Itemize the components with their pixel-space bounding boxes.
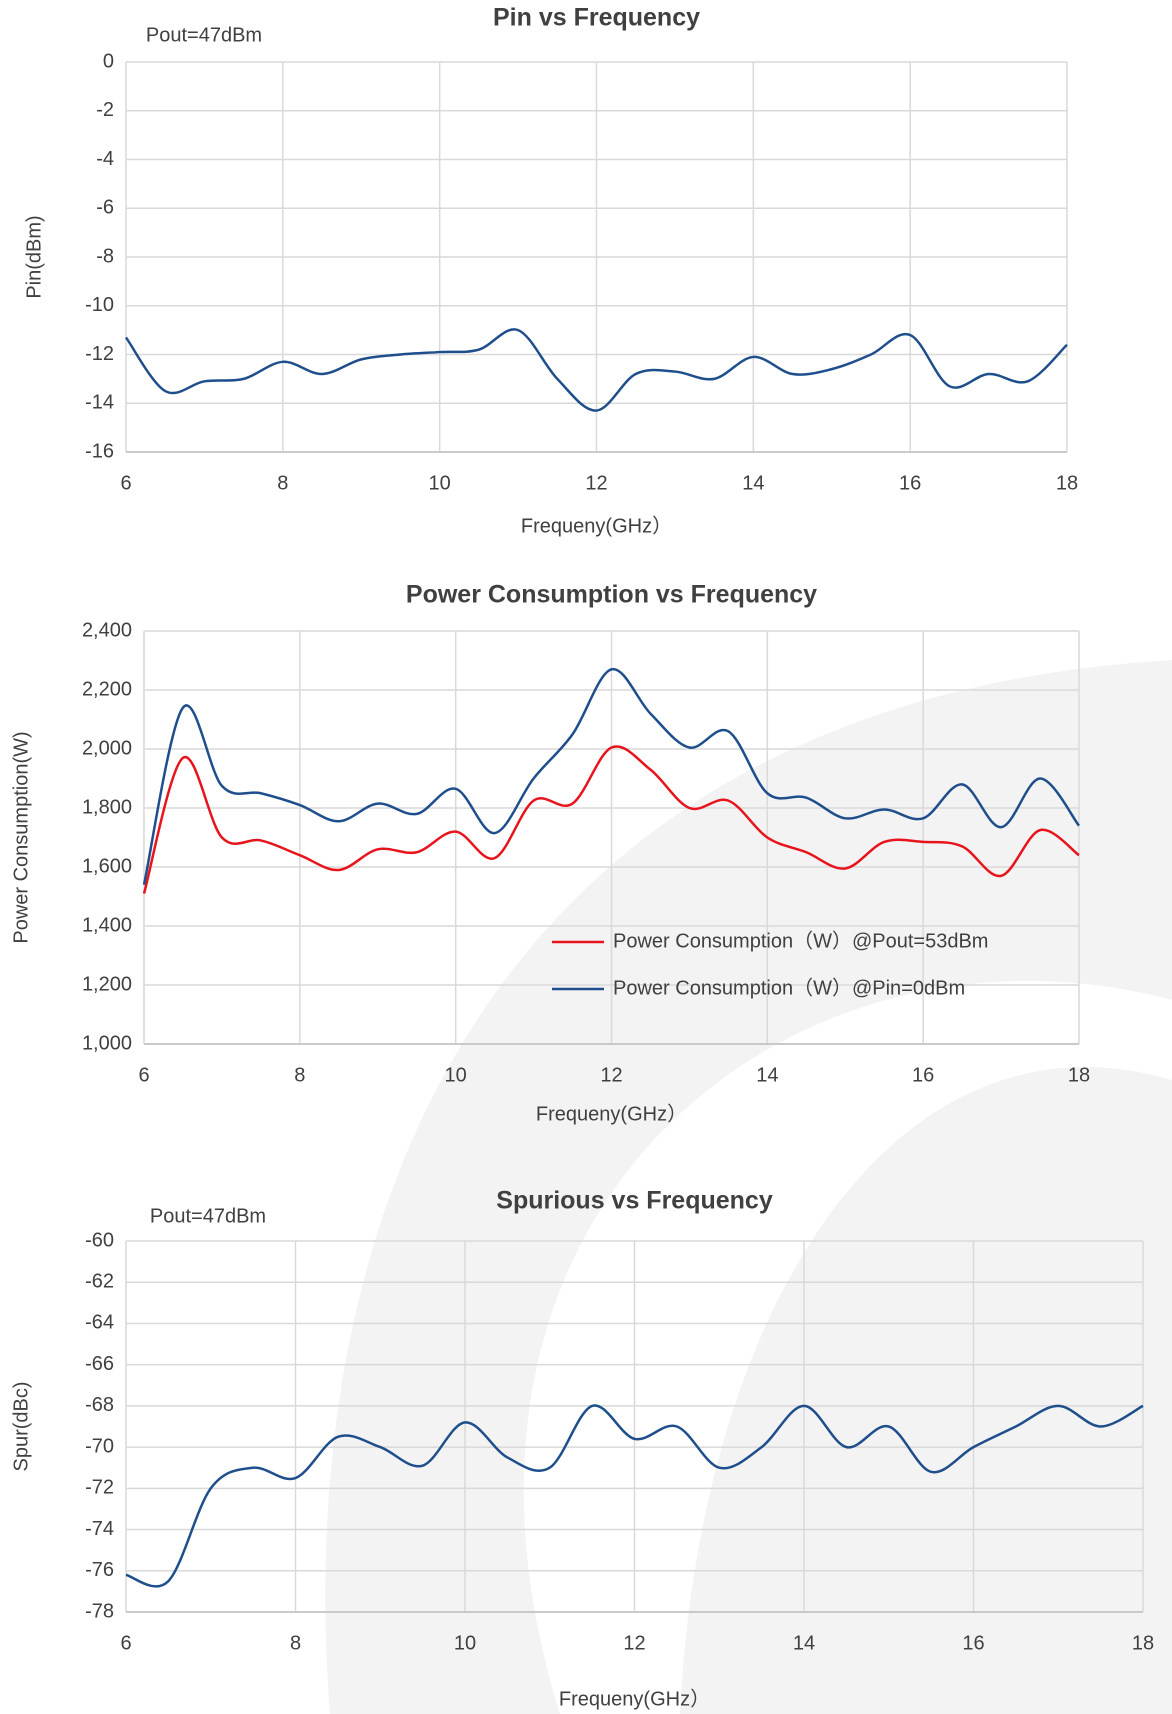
x-tick-label: 12 <box>585 472 607 494</box>
y-tick-label: -78 <box>85 1600 114 1622</box>
y-tick-label: -76 <box>85 1559 114 1581</box>
y-tick-label: -16 <box>85 440 114 462</box>
x-tick-label: 8 <box>294 1064 305 1086</box>
x-tick-label: 10 <box>454 1632 476 1654</box>
chart-title: Spurious vs Frequency <box>496 1187 773 1215</box>
legend-label: Power Consumption（W）@Pout=53dBm <box>613 929 988 952</box>
y-tick-label: -12 <box>85 343 114 365</box>
x-tick-label: 18 <box>1068 1064 1090 1086</box>
y-tick-label: 2,200 <box>82 678 132 700</box>
y-tick-label: -14 <box>85 392 114 414</box>
y-axis-label: Spur(dBc) <box>10 1381 32 1471</box>
y-tick-label: -68 <box>85 1394 114 1416</box>
y-tick-label: -62 <box>85 1271 114 1293</box>
y-tick-label: 1,200 <box>82 973 132 995</box>
watermark <box>680 1067 1172 1714</box>
x-tick-label: 6 <box>138 1064 149 1086</box>
x-tick-label: 16 <box>899 472 921 494</box>
y-tick-label: -60 <box>85 1229 114 1251</box>
x-tick-label: 12 <box>623 1632 645 1654</box>
x-axis-label: Frequeny(GHz） <box>536 1102 687 1125</box>
y-tick-label: -70 <box>85 1435 114 1457</box>
annotation: Pout=47dBm <box>146 24 262 46</box>
page: Pin vs Frequency Pout=47dBm Frequeny(GHz） P… <box>0 0 1172 1714</box>
x-axis-label: Frequeny(GHz） <box>559 1687 710 1710</box>
x-tick-label: 12 <box>600 1064 622 1086</box>
legend-label: Power Consumption（W）@Pin=0dBm <box>613 976 965 999</box>
x-tick-label: 6 <box>120 472 131 494</box>
x-axis-label: Frequeny(GHz） <box>521 514 672 537</box>
x-tick-label: 10 <box>429 472 451 494</box>
y-tick-label: 1,400 <box>82 914 132 936</box>
x-tick-label: 8 <box>277 472 288 494</box>
y-tick-label: 2,000 <box>82 737 132 759</box>
y-tick-label: -6 <box>96 197 114 219</box>
x-tick-label: 14 <box>742 472 764 494</box>
y-tick-label: -2 <box>96 99 114 121</box>
x-tick-label: 6 <box>120 1632 131 1654</box>
x-tick-label: 14 <box>793 1632 815 1654</box>
x-tick-label: 18 <box>1056 472 1078 494</box>
x-tick-label: 16 <box>912 1064 934 1086</box>
annotation: Pout=47dBm <box>150 1205 266 1227</box>
y-tick-label: -10 <box>85 294 114 316</box>
y-axis-label: Power Consumption(W) <box>10 731 32 943</box>
y-tick-label: -66 <box>85 1353 114 1375</box>
y-tick-label: -4 <box>96 148 114 170</box>
x-tick-label: 18 <box>1132 1632 1154 1654</box>
chart-title: Power Consumption vs Frequency <box>406 581 817 609</box>
y-tick-label: -74 <box>85 1518 114 1540</box>
chart-title: Pin vs Frequency <box>493 4 700 32</box>
y-tick-label: 1,000 <box>82 1032 132 1054</box>
y-tick-label: 2,400 <box>82 619 132 641</box>
y-tick-label: -8 <box>96 245 114 267</box>
x-tick-label: 16 <box>962 1632 984 1654</box>
x-tick-label: 8 <box>290 1632 301 1654</box>
y-tick-label: 1,800 <box>82 796 132 818</box>
y-tick-label: -72 <box>85 1477 114 1499</box>
y-tick-label: -64 <box>85 1312 114 1334</box>
y-tick-label: 1,600 <box>82 855 132 877</box>
y-axis-label: Pin(dBm) <box>23 215 45 298</box>
x-tick-label: 10 <box>445 1064 467 1086</box>
x-tick-label: 14 <box>756 1064 778 1086</box>
y-tick-label: 0 <box>103 50 114 72</box>
